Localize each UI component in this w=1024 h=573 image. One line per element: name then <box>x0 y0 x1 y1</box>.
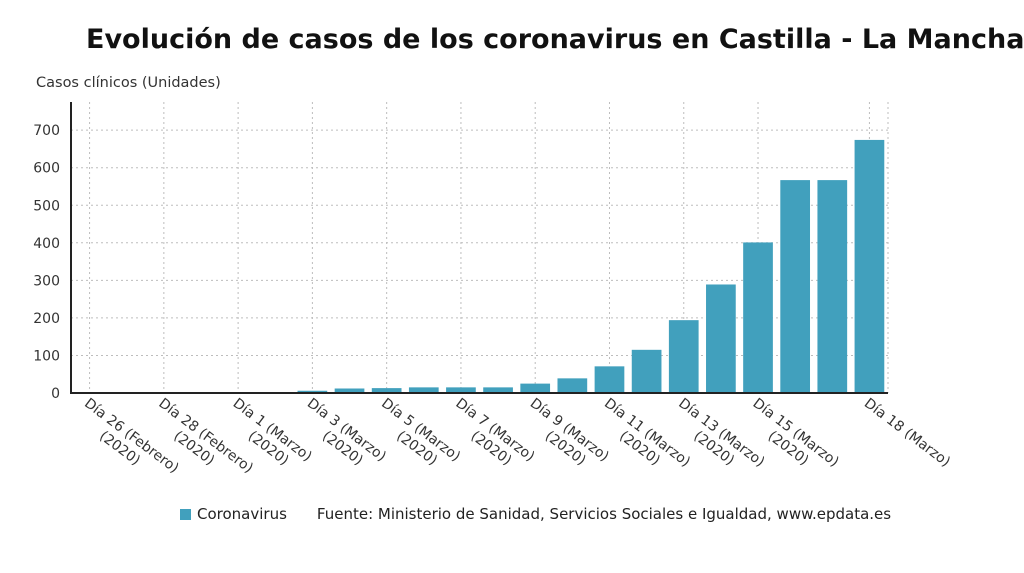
bar <box>483 387 513 393</box>
bar <box>780 180 811 393</box>
bar <box>334 388 365 393</box>
x-tick-label: Día 15 (Marzo)(2020) <box>739 395 841 483</box>
chart-title: Evolución de casos de los coronavirus en… <box>86 24 1024 55</box>
y-tick-label: 300 <box>33 273 60 289</box>
bar <box>520 383 551 393</box>
y-tick-labels: 0 100 200 300 400 500 600 700 <box>33 123 60 402</box>
bar <box>557 378 588 393</box>
legend-swatch <box>180 508 191 520</box>
y-tick-label: 500 <box>33 198 60 214</box>
x-tick-label: Día 18 (Marzo) <box>861 395 953 470</box>
y-axis-title: Casos clínicos (Unidades) <box>36 75 221 91</box>
bar <box>371 388 402 393</box>
bar <box>854 139 885 393</box>
bar <box>706 284 736 393</box>
x-tick-label: Día 3 (Marzo)(2020) <box>294 395 389 478</box>
y-tick-label: 400 <box>33 236 60 252</box>
y-tick-label: 200 <box>33 311 60 327</box>
y-tick-label: 700 <box>33 123 60 139</box>
y-tick-label: 600 <box>33 161 60 177</box>
bar <box>408 387 439 393</box>
bar <box>743 242 773 393</box>
bar <box>446 387 476 393</box>
bar-chart: 0 100 200 300 400 500 600 700 Día 26 (Febrero)(… <box>33 102 953 483</box>
x-tick-label-line: Día 18 (Marzo) <box>861 395 953 470</box>
y-tick-label: 100 <box>33 348 60 364</box>
legend-series-label: Coronavirus <box>197 505 287 523</box>
bar <box>817 180 848 393</box>
bar <box>631 349 662 393</box>
bar <box>668 320 699 393</box>
axes <box>70 102 888 394</box>
legend: Coronavirus Fuente: Ministerio de Sanida… <box>180 505 891 523</box>
x-tick-label: Día 7 (Marzo)(2020) <box>442 395 537 478</box>
x-tick-label: Día 5 (Marzo)(2020) <box>368 395 463 478</box>
bar <box>594 366 625 393</box>
source-note: Fuente: Ministerio de Sanidad, Servicios… <box>316 505 892 523</box>
x-tick-label: Día 9 (Marzo)(2020) <box>517 395 612 478</box>
x-tick-labels: Día 26 (Febrero)(2020) Día 28 (Febrero)(2… <box>81 395 953 483</box>
y-tick-label: 0 <box>51 386 60 402</box>
bars <box>223 139 885 393</box>
bar <box>297 390 328 393</box>
